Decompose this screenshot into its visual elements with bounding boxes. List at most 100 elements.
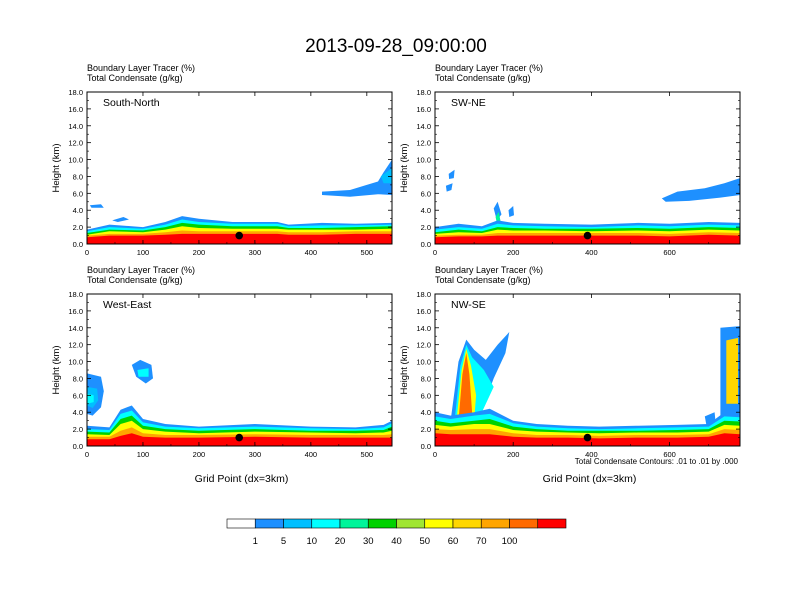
y-tick-label: 16.0 [416,105,431,114]
y-tick-label: 10.0 [416,358,431,367]
colorbar-swatch [283,518,313,529]
x-tick-label: 0 [85,248,89,257]
colorbar-label: 70 [476,536,487,547]
y-axis-label: Height (km) [399,143,410,192]
x-tick-label: 400 [305,450,318,459]
tracer-feature [137,368,149,377]
panel-name: West-East [103,299,151,311]
location-marker [583,433,592,442]
x-tick-label: 600 [663,248,676,257]
figure-title: 2013-09-28_09:00:00 [305,36,487,57]
colorbar-label: 10 [307,536,318,547]
x-tick-label: 400 [585,248,598,257]
y-tick-label: 4.0 [73,206,83,215]
colorbar-label: 20 [335,536,346,547]
y-tick-label: 2.0 [73,425,83,434]
panel-name: South-North [103,97,160,109]
panel-label-condensate: Total Condensate (g/kg) [87,73,183,83]
x-axis-label: Grid Point (dx=3km) [543,473,637,485]
panel-nw-se: 0.0 2.0 4.0 6.0 8.0 10.0 12.0 14.0 16.0 18.0 0 200 4… [399,265,741,485]
colorbar-swatch [339,518,369,529]
y-tick-label: 0.0 [73,240,83,249]
plot-area [435,326,740,446]
y-tick-label: 4.0 [421,206,431,215]
x-tick-label: 100 [137,248,150,257]
y-tick-label: 8.0 [73,172,83,181]
tracer-feature [89,204,104,208]
y-tick-label: 6.0 [421,189,431,198]
y-tick-label: 18.0 [68,88,83,97]
y-tick-label: 10.0 [68,358,83,367]
tracer-feature [661,178,740,202]
x-tick-label: 500 [361,248,374,257]
colorbar: 1 5 10 20 30 40 50 60 70 100 [226,518,567,547]
panel-label-condensate: Total Condensate (g/kg) [435,275,531,285]
location-marker [583,231,592,240]
y-tick-label: 12.0 [68,139,83,148]
x-tick-label: 100 [137,450,150,459]
colorbar-swatch [367,518,397,529]
y-tick-label: 2.0 [421,223,431,232]
y-tick-label: 2.0 [421,425,431,434]
y-tick-label: 8.0 [73,374,83,383]
y-tick-label: 6.0 [73,189,83,198]
y-tick-label: 12.0 [416,341,431,350]
contour-note: Total Condensate Contours: .01 to .01 by… [575,457,739,466]
colorbar-label: 100 [502,536,518,547]
panel-label-condensate: Total Condensate (g/kg) [87,275,183,285]
tracer-feature [322,159,392,197]
y-tick-label: 6.0 [421,391,431,400]
colorbar-swatch [452,518,482,529]
y-axis-label: Height (km) [51,345,62,394]
x-tick-label: 200 [193,248,206,257]
y-tick-label: 4.0 [421,408,431,417]
plot-area [87,159,392,244]
colorbar-label: 30 [363,536,374,547]
y-tick-label: 6.0 [73,391,83,400]
panel-name: NW-SE [451,299,486,311]
y-tick-label: 14.0 [416,324,431,333]
x-tick-label: 500 [361,450,374,459]
x-tick-label: 600 [663,450,676,459]
panel-label-condensate: Total Condensate (g/kg) [435,73,531,83]
y-tick-label: 12.0 [68,341,83,350]
tracer-feature [87,393,94,404]
y-axis-label: Height (km) [51,143,62,192]
x-tick-label: 400 [305,248,318,257]
y-tick-label: 0.0 [73,442,83,451]
tracer-feature [448,169,455,179]
panel-label-tracer: Boundary Layer Tracer (%) [435,63,543,73]
x-tick-label: 0 [433,248,437,257]
y-axis-label: Height (km) [399,345,410,394]
panel-south-north: 0.0 2.0 4.0 6.0 8.0 10.0 12.0 14.0 16.0 18.0 0 100 2… [51,63,393,257]
tracer-feature [726,337,738,404]
y-tick-label: 18.0 [68,290,83,299]
colorbar-swatch [254,518,284,529]
colorbar-swatch [226,518,256,529]
panel-name: SW-NE [451,97,486,109]
tracer-feature [495,211,501,223]
location-marker [235,231,244,240]
tracer-feature [493,201,502,221]
x-tick-label: 300 [249,248,262,257]
y-tick-label: 16.0 [68,307,83,316]
y-tick-label: 10.0 [416,156,431,165]
tracer-feature [445,183,453,192]
x-tick-label: 300 [249,450,262,459]
y-tick-label: 8.0 [421,374,431,383]
x-tick-label: 0 [85,450,89,459]
y-tick-label: 18.0 [416,88,431,97]
colorbar-swatch [537,518,567,529]
colorbar-swatch [396,518,426,529]
y-tick-label: 14.0 [416,122,431,131]
plot-area [435,169,740,244]
colorbar-label: 5 [281,536,286,547]
panel-sw-ne: 0.0 2.0 4.0 6.0 8.0 10.0 12.0 14.0 16.0 18.0 0 200 4… [399,63,741,257]
y-tick-label: 14.0 [68,122,83,131]
colorbar-label: 1 [253,536,258,547]
y-tick-label: 10.0 [68,156,83,165]
tracer-feature [508,206,514,217]
colorbar-swatch [311,518,341,529]
panel-label-tracer: Boundary Layer Tracer (%) [435,265,543,275]
